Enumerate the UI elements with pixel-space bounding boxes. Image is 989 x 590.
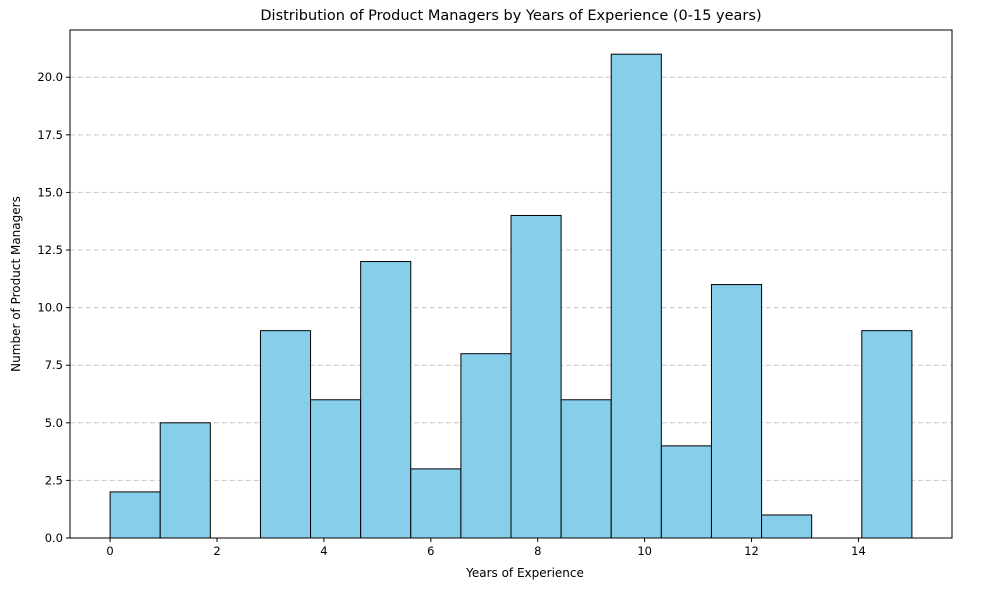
y-tick-label: 20.0	[37, 70, 63, 84]
x-tick-label: 2	[213, 544, 220, 558]
histogram-bar	[710, 284, 763, 539]
chart-title: Distribution of Product Managers by Year…	[260, 8, 761, 24]
x-tick-label: 4	[320, 544, 327, 558]
histogram-bar	[610, 53, 662, 539]
bars	[109, 53, 913, 539]
histogram-bar	[310, 399, 362, 539]
y-tick-label: 5.0	[45, 416, 63, 430]
histogram-bar	[660, 445, 712, 539]
histogram-bar	[510, 214, 562, 539]
x-tick-label: 8	[534, 544, 541, 558]
histogram-bar	[761, 514, 813, 539]
y-axis-ticks: 0.0 2.5 5.0 7.5 10.0 12.5 15.0 17.5 20.0	[37, 70, 70, 545]
plot-frame	[69, 29, 953, 539]
x-axis-ticks: 0 2 4 6 8 10 12 14	[106, 538, 866, 558]
histogram-bar	[560, 399, 612, 539]
x-tick-label: 12	[744, 544, 759, 558]
x-tick-label: 14	[851, 544, 866, 558]
histogram-bar	[259, 330, 312, 539]
x-tick-label: 10	[637, 544, 652, 558]
histogram-bar	[460, 353, 512, 539]
y-tick-label: 12.5	[37, 243, 63, 257]
histogram-bar	[360, 261, 412, 539]
y-tick-label: 2.5	[45, 473, 63, 487]
histogram-bar	[109, 491, 161, 539]
y-tick-label: 15.0	[37, 185, 63, 199]
histogram-bar	[410, 468, 462, 539]
x-tick-label: 0	[106, 544, 113, 558]
y-tick-label: 17.5	[37, 128, 63, 142]
y-axis-label: Number of Product Managers	[9, 196, 23, 372]
x-axis-label: Years of Experience	[465, 566, 584, 580]
y-tick-label: 10.0	[37, 301, 63, 315]
y-tick-label: 0.0	[45, 531, 63, 545]
y-tick-label: 7.5	[45, 358, 63, 372]
x-tick-label: 6	[427, 544, 434, 558]
histogram-bar	[861, 330, 913, 539]
histogram-bar	[159, 422, 211, 539]
